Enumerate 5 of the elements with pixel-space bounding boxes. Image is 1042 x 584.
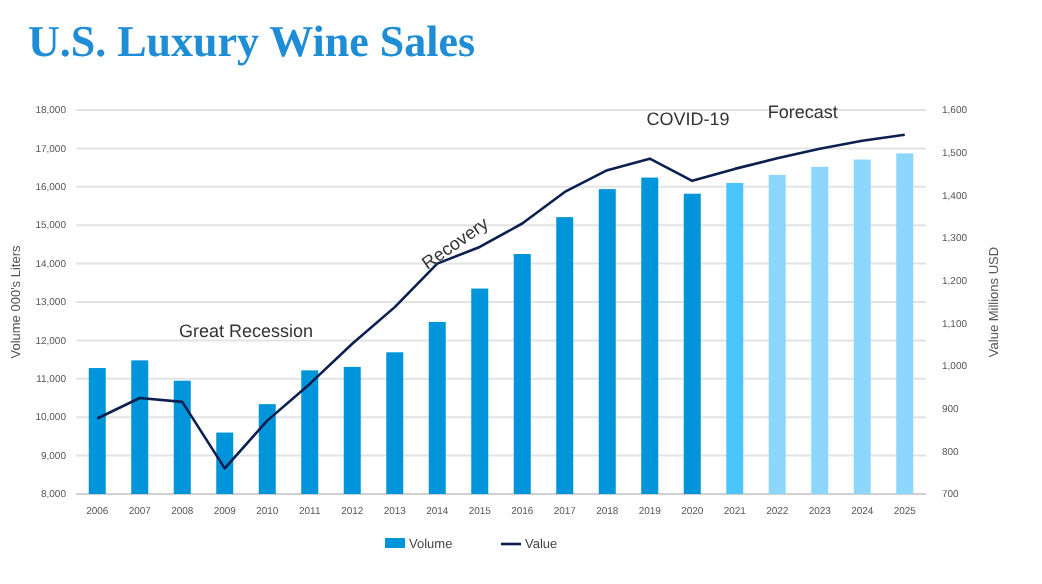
line-series [95, 133, 907, 470]
annotation: Great Recession [178, 320, 314, 341]
annotation: Forecast [767, 101, 839, 122]
annotation: COVID-19 [646, 109, 730, 130]
chart-title: U.S. Luxury Wine Sales [28, 16, 476, 66]
